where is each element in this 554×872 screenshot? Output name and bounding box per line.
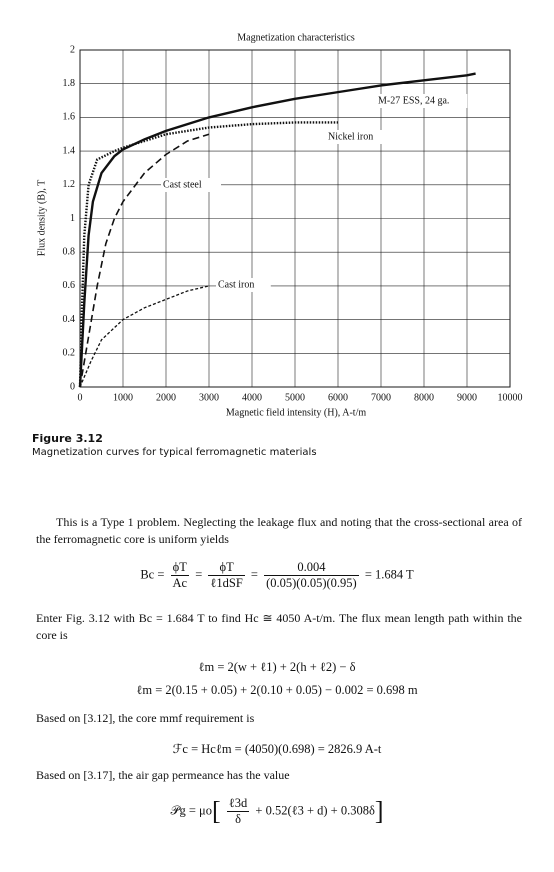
x-tick-label: 7000 <box>371 392 391 403</box>
eq-part: ϕT <box>219 560 234 574</box>
y-tick-label: 2 <box>70 44 75 55</box>
x-tick-label: 6000 <box>328 392 348 403</box>
fraction: ℓ3d δ <box>226 796 250 827</box>
x-tick-label: 3000 <box>199 392 219 403</box>
x-tick-label: 2000 <box>156 392 176 403</box>
paragraph: Based on [3.17], the air gap permeance h… <box>36 768 290 782</box>
caption-label: Figure 3.12 <box>32 432 103 445</box>
eq-part: ϕT <box>172 560 187 574</box>
eq-part: (0.05)(0.05)(0.95) <box>264 575 359 590</box>
equation: ℓm = 2(w + ℓ1) + 2(h + ℓ2) − δ <box>198 660 356 674</box>
x-tick-label: 9000 <box>457 392 477 403</box>
y-tick-label: 0.2 <box>63 348 76 359</box>
eq-part: + 0.52(ℓ3 + d) + 0.308δ <box>255 803 375 818</box>
x-tick-label: 4000 <box>242 392 262 403</box>
series-line <box>79 285 210 388</box>
y-tick-label: 1.6 <box>63 112 76 123</box>
eq-part: Ac <box>170 575 190 590</box>
label-bg <box>326 130 392 144</box>
x-tick-label: 0 <box>78 392 83 403</box>
paragraph: Based on [3.12], the core mmf requiremen… <box>36 711 255 725</box>
fraction: ϕT Ac <box>170 560 190 591</box>
x-tick-label: 8000 <box>414 392 434 403</box>
y-tick-label: 0.6 <box>63 280 76 291</box>
paragraph: This is a Type 1 problem. Neglecting the… <box>36 515 522 546</box>
eq-part: 𝒫g = μo <box>170 803 212 818</box>
series-line <box>79 133 210 388</box>
y-tick-label: 0 <box>70 381 75 392</box>
x-tick-label: 10000 <box>498 392 523 403</box>
fraction: ϕT ℓ1dSF <box>208 560 245 591</box>
equation: ℓm = 2(0.15 + 0.05) + 2(0.10 + 0.05) − 0… <box>136 683 418 697</box>
x-axis-label: Magnetic field intensity (H), A-t/m <box>226 407 366 418</box>
y-tick-label: 1 <box>70 213 75 224</box>
series-label: Nickel iron <box>328 131 373 142</box>
equation: Bc = ϕT Ac = ϕT ℓ1dSF = 0.004 (0.05)(0.05)(… <box>140 560 414 591</box>
fraction: 0.004 (0.05)(0.05)(0.95) <box>264 560 359 591</box>
series-label: Cast steel <box>163 179 202 190</box>
y-tick-label: 0.4 <box>63 314 76 325</box>
y-tick-label: 1.4 <box>63 145 76 156</box>
y-tick-label: 1.2 <box>63 179 76 190</box>
series-line <box>78 121 338 388</box>
series-label: Cast iron <box>218 279 254 290</box>
series-line <box>78 72 476 388</box>
label-bg <box>216 278 271 292</box>
y-tick-label: 1.8 <box>63 78 76 89</box>
series-label: M-27 ESS, 24 ga. <box>378 95 449 106</box>
y-tick-label: 0.8 <box>63 246 76 257</box>
eq-part: 0.004 <box>297 560 326 574</box>
equation: 𝒫g = μo[ ℓ3d δ + 0.52(ℓ3 + d) + 0.308δ] <box>170 796 384 827</box>
eq-part: ℓ3d <box>228 796 248 810</box>
label-bg <box>376 94 468 108</box>
x-tick-label: 5000 <box>285 392 305 403</box>
eq-part: = 1.684 T <box>364 567 414 582</box>
eq-part: δ <box>226 811 250 827</box>
eq-part: Bc = <box>140 567 165 582</box>
label-bg <box>161 178 221 192</box>
eq-part: ℓ1dSF <box>208 575 245 590</box>
chart: Magnetization characteristics Magnetic f… <box>36 32 523 418</box>
chart-title: Magnetization characteristics <box>237 32 355 43</box>
x-tick-label: 1000 <box>113 392 133 403</box>
paragraph: Enter Fig. 3.12 with Bc = 1.684 T to fin… <box>36 611 522 642</box>
caption-text: Magnetization curves for typical ferroma… <box>32 447 317 458</box>
y-axis-label: Flux density (B), T <box>36 180 47 256</box>
equation: ℱc = Hcℓm = (4050)(0.698) = 2826.9 A-t <box>172 742 382 756</box>
